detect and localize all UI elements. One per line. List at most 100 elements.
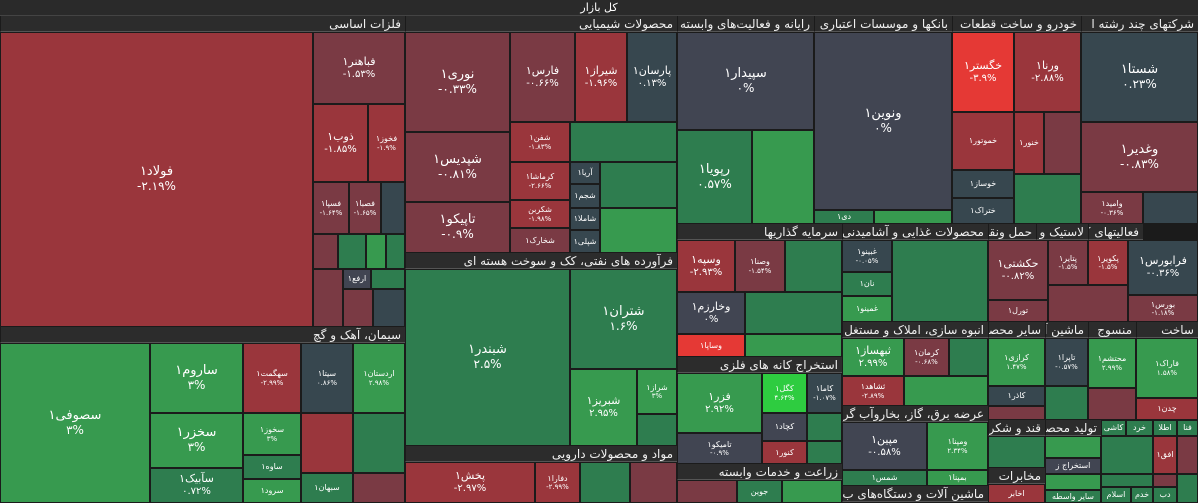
stock-tile[interactable]: وصنا۱ -۱.۵۴% (735, 240, 785, 292)
stock-tile[interactable] (1101, 474, 1153, 487)
stock-tile[interactable]: حکشتی۱ -۰.۸۲% (988, 240, 1048, 300)
sector-header[interactable]: رایانه و فعالیت‌های وابسته (677, 16, 814, 32)
stock-tile[interactable]: خرد (1126, 420, 1153, 436)
stock-tile[interactable]: خنور۱ (1014, 112, 1044, 174)
stock-tile[interactable] (386, 234, 405, 269)
stock-tile[interactable]: دفارا۱ -۲.۹۹% (535, 462, 580, 503)
stock-tile[interactable]: نان۱ (842, 272, 892, 296)
stock-tile[interactable] (904, 376, 988, 406)
stock-tile[interactable] (752, 130, 814, 224)
stock-tile[interactable]: شپلی۱ (570, 230, 600, 253)
stock-tile[interactable] (988, 436, 1045, 468)
stock-tile[interactable]: ختراک۱ (952, 198, 1014, 224)
stock-tile[interactable]: ثشاهد۱ -۲.۸۹% (842, 376, 904, 406)
stock-tile[interactable]: فباهنر۱ -۱.۵۳% (313, 32, 405, 104)
stock-tile[interactable] (1177, 474, 1198, 503)
stock-tile[interactable]: جوین (737, 480, 782, 503)
stock-tile[interactable]: شفن۱ -۱.۸۳% (510, 122, 570, 162)
sector-header[interactable]: مخابرات (988, 468, 1045, 484)
sector-header[interactable]: عرضه برق، گاز، بخاروآب گرم (842, 406, 988, 422)
stock-tile[interactable]: کچاد۱ (762, 413, 807, 441)
stock-tile[interactable]: دب (1153, 487, 1177, 503)
stock-tile[interactable]: کاشی (1101, 420, 1126, 436)
stock-tile[interactable]: پارسان۱ ۰.۱۳% (627, 32, 677, 122)
stock-tile[interactable] (366, 234, 386, 269)
stock-tile[interactable]: وسپه۱ -۲.۹۳% (677, 240, 735, 292)
stock-tile[interactable] (381, 182, 405, 234)
stock-tile[interactable]: وغدیر۱ -۰.۸۳% (1081, 122, 1198, 192)
stock-tile[interactable]: ورنا۱ -۲.۸۸% (1014, 32, 1081, 112)
sector-header[interactable]: فعالیتهای ک (1088, 224, 1143, 240)
sector-header[interactable]: مواد و محصولات دارویی (405, 446, 677, 462)
stock-tile[interactable] (1101, 436, 1153, 474)
stock-tile[interactable]: وامید۱ -۰.۳۶% (1081, 192, 1143, 224)
stock-tile[interactable]: اطلا (1153, 420, 1177, 436)
stock-tile[interactable]: افق۱ (1153, 436, 1177, 474)
stock-tile[interactable]: ساوه۱ (243, 455, 301, 479)
stock-tile[interactable]: سخزر۱ ۳% (150, 413, 243, 468)
sector-header[interactable]: ماشین آلات و دستگاه‌های ب (842, 486, 988, 502)
stock-tile[interactable]: فاراک۱ ۱.۵۸% (1136, 338, 1198, 398)
stock-tile[interactable] (892, 240, 988, 322)
stock-tile[interactable] (580, 462, 630, 503)
stock-tile[interactable] (1177, 436, 1198, 474)
stock-tile[interactable]: محتشم۱ ۲.۹۹% (1088, 338, 1136, 388)
stock-tile[interactable] (1143, 192, 1198, 224)
stock-tile[interactable]: فنا (1177, 420, 1198, 436)
stock-tile[interactable]: اسلام (1101, 487, 1131, 503)
sector-header[interactable]: تولید محصو (1045, 420, 1101, 436)
stock-tile[interactable]: اردستان۱ ۲.۹۸% (353, 343, 405, 413)
stock-tile[interactable] (1153, 474, 1177, 487)
stock-tile[interactable] (343, 289, 373, 327)
stock-tile[interactable] (1045, 474, 1101, 490)
stock-tile[interactable]: ونوین۱ ۰% (814, 32, 952, 210)
stock-tile[interactable]: شپدیس۱ -۰.۸۱% (405, 132, 510, 202)
stock-tile[interactable]: سپیدار۱ ۰% (677, 32, 814, 130)
stock-tile[interactable]: پخش۱ -۲.۹۷% (405, 462, 535, 503)
stock-tile[interactable]: تورل۱ (988, 300, 1048, 322)
stock-tile[interactable]: فرابورس۱ -۰.۳۶% (1128, 240, 1198, 295)
stock-tile[interactable]: وخارزم۱ ۰% (677, 292, 745, 334)
sector-header[interactable]: خودرو و ساخت قطعات (952, 16, 1081, 32)
stock-tile[interactable] (1088, 388, 1136, 420)
sector-header[interactable]: سیمان، آهک و گچ (0, 327, 405, 343)
stock-tile[interactable] (1014, 174, 1081, 224)
sector-header[interactable]: انبوه سازی، املاک و مستغل (842, 322, 988, 338)
sector-header[interactable]: شرکتهای چند رشته ا (1081, 16, 1198, 32)
stock-tile[interactable]: شاملا۱ (570, 208, 600, 230)
stock-tile[interactable]: کنور۱ (762, 441, 807, 464)
stock-tile[interactable] (371, 269, 405, 289)
stock-tile[interactable] (600, 162, 677, 208)
stock-tile[interactable] (988, 406, 1045, 420)
stock-tile[interactable]: وساپا۱ (677, 334, 745, 357)
sector-header[interactable]: استخراج کانه های فلزی (677, 357, 842, 373)
sector-header[interactable]: فرآورده های نفتی، کک و سوخت هسته ای (405, 253, 677, 269)
sector-header[interactable]: ماشین آل (1045, 322, 1088, 338)
sector-header[interactable]: منسوج (1088, 322, 1136, 338)
stock-tile[interactable] (782, 480, 842, 503)
stock-tile[interactable]: مپین۱ -۰.۵۸% (842, 422, 927, 470)
stock-tile[interactable]: سبهان۱ (301, 473, 353, 503)
stock-tile[interactable] (600, 208, 677, 253)
stock-tile[interactable]: تاپیکو۱ -۰.۹% (405, 202, 510, 253)
sector-header[interactable]: محصولات شیمیایی (405, 16, 677, 32)
stock-tile[interactable]: خموتور۱ (952, 112, 1014, 170)
stock-tile[interactable]: سهگمت۱ -۲.۹۹% (243, 343, 301, 413)
stock-tile[interactable]: سصوفی۱ ۳% (0, 343, 150, 503)
stock-tile[interactable]: خوساز۱ (952, 170, 1014, 198)
sector-header[interactable]: فلزات اساسی (0, 16, 405, 32)
stock-tile[interactable] (373, 289, 405, 327)
stock-tile[interactable]: ارفع۱ (343, 269, 371, 289)
stock-tile[interactable]: فولاد۱ -۲.۱۹% (0, 32, 313, 327)
stock-tile[interactable] (1045, 386, 1088, 420)
stock-tile[interactable]: بورس۱ -۱.۱۸% (1128, 295, 1198, 322)
stock-tile[interactable] (874, 210, 952, 224)
stock-tile[interactable]: شتران۱ ۱.۶% (570, 269, 677, 369)
stock-tile[interactable] (1045, 436, 1101, 458)
stock-tile[interactable] (570, 122, 677, 162)
stock-tile[interactable] (313, 234, 338, 269)
stock-tile[interactable] (949, 338, 988, 376)
stock-tile[interactable]: ثبهساز۱ ۲.۹۹% (842, 338, 904, 376)
stock-tile[interactable] (745, 292, 842, 334)
